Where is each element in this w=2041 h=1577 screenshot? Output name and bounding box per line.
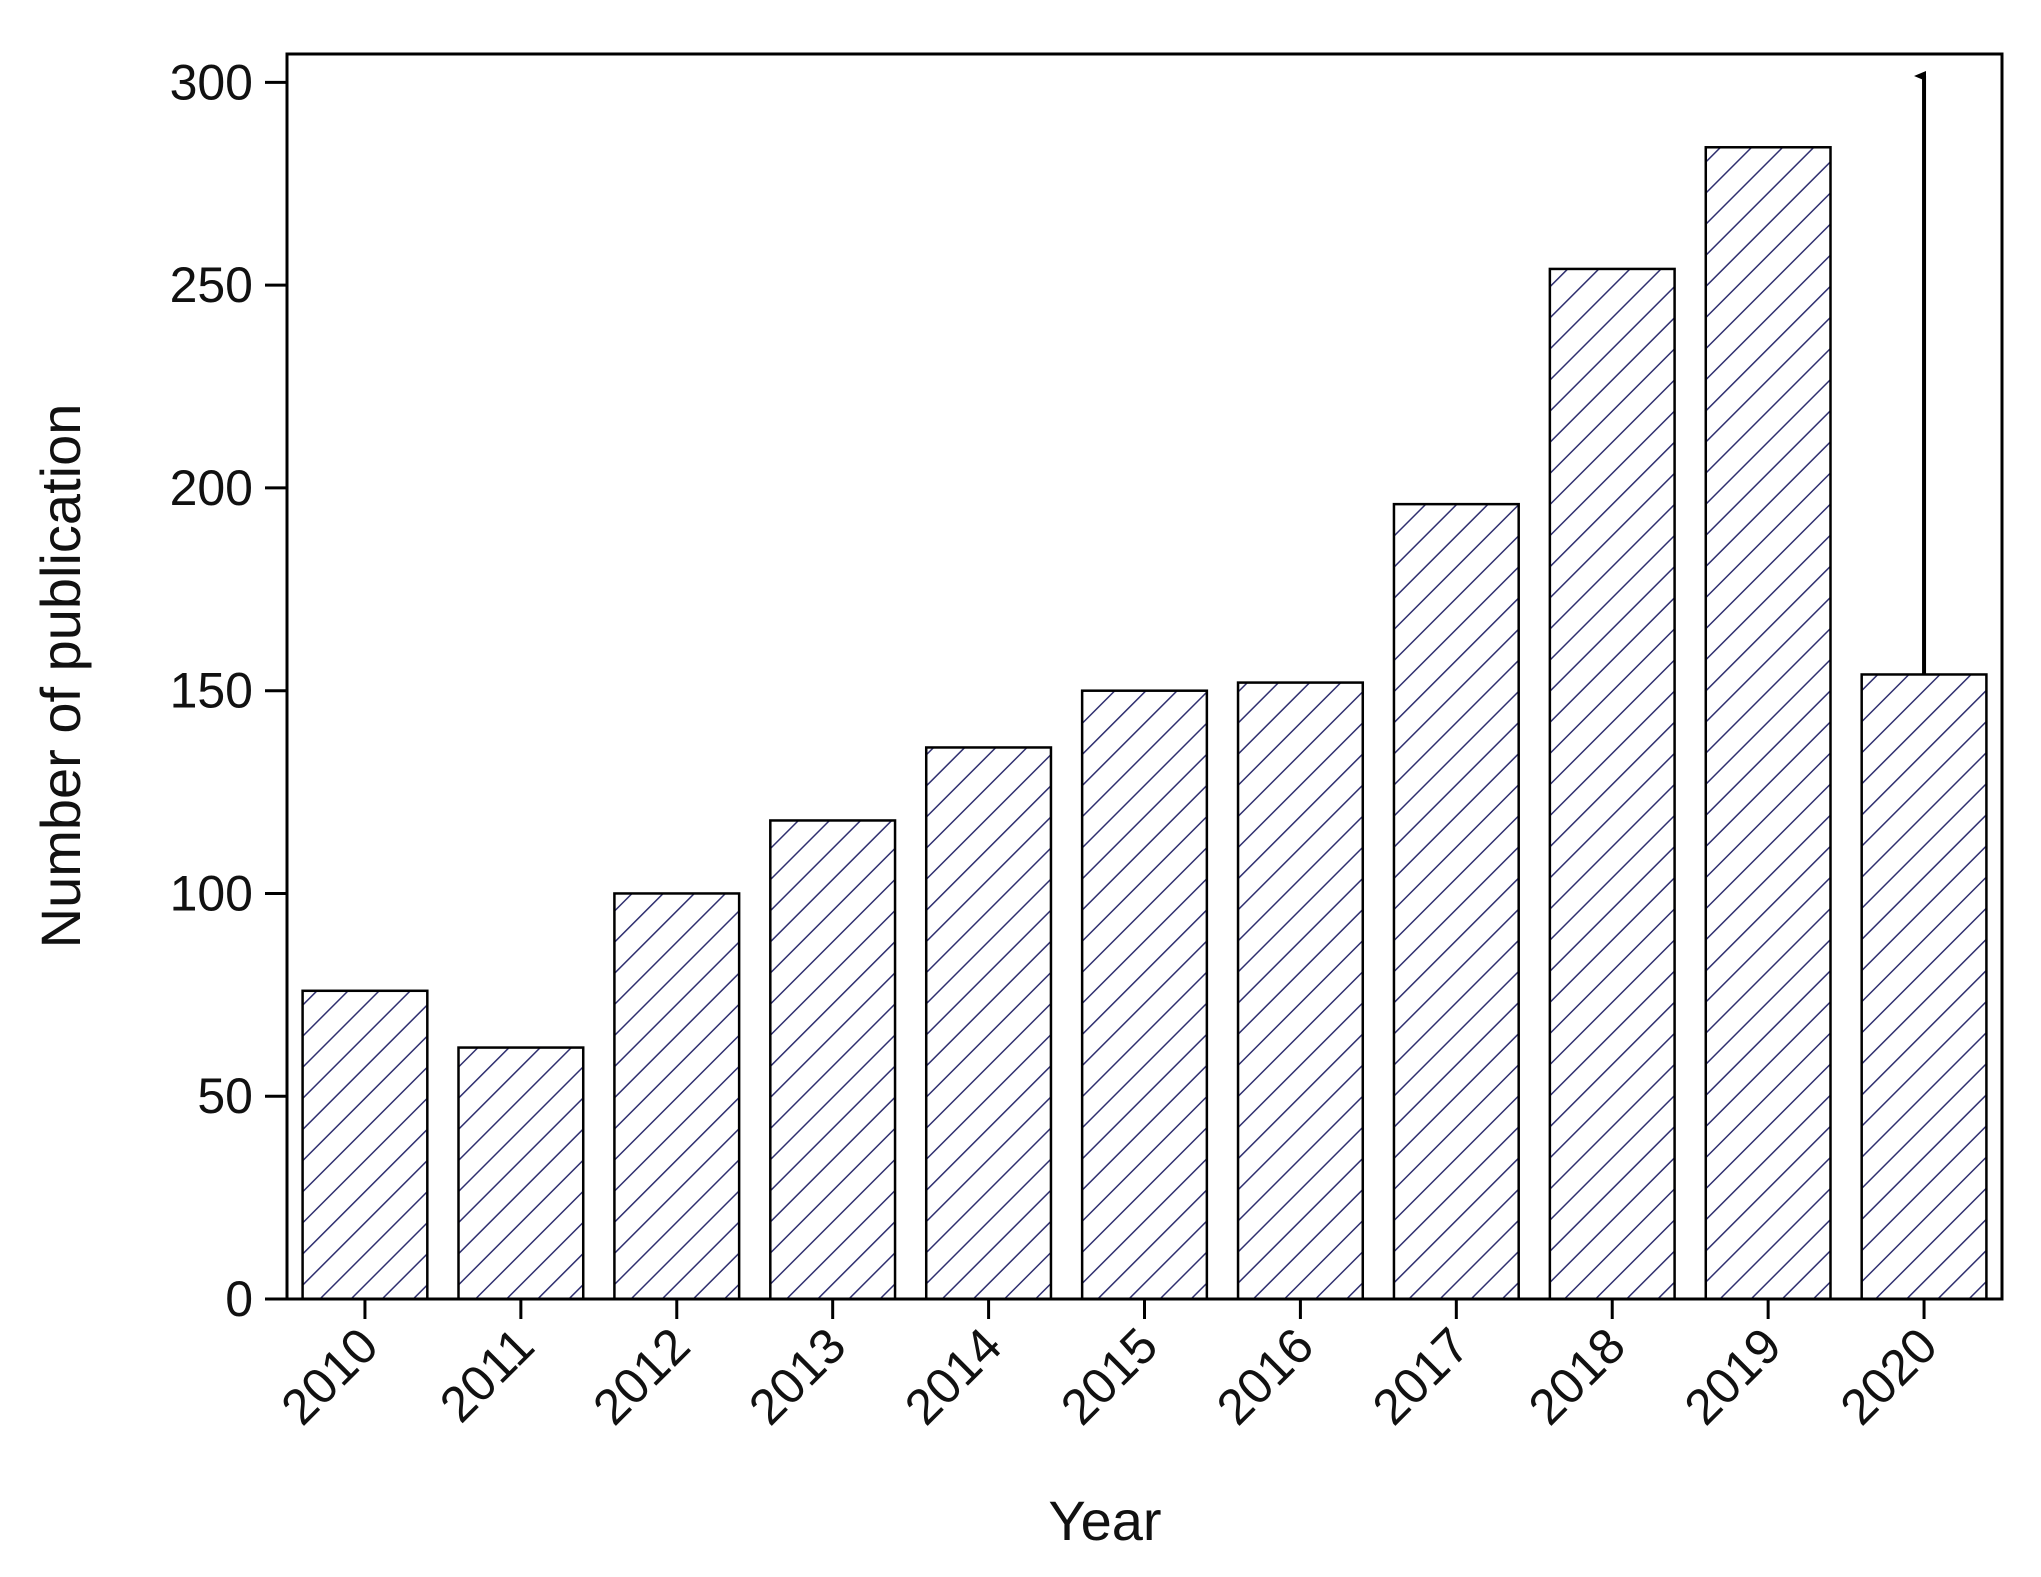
x-tick-label: 2015 bbox=[1050, 1317, 1168, 1435]
y-tick-label: 150 bbox=[170, 663, 253, 719]
x-tick-label: 2019 bbox=[1674, 1317, 1792, 1435]
x-tick-label: 2013 bbox=[738, 1317, 856, 1435]
y-tick-label: 250 bbox=[170, 257, 253, 313]
x-tick-label: 2018 bbox=[1518, 1317, 1636, 1435]
y-tick-label: 0 bbox=[225, 1271, 253, 1327]
bar bbox=[1392, 502, 1520, 1301]
x-tick-label: 2012 bbox=[582, 1317, 700, 1435]
y-tick-label: 100 bbox=[170, 865, 253, 921]
y-axis-label: Number of publication bbox=[29, 404, 92, 949]
bar bbox=[301, 989, 429, 1301]
bar bbox=[1704, 146, 1832, 1301]
bar bbox=[1080, 689, 1209, 1301]
bar bbox=[1860, 673, 1988, 1301]
bar bbox=[769, 819, 897, 1301]
bar bbox=[457, 1046, 585, 1301]
x-tick-label: 2017 bbox=[1362, 1317, 1480, 1435]
x-axis-label: Year bbox=[1048, 1489, 1161, 1552]
bar bbox=[924, 746, 1053, 1301]
x-tick-label: 2011 bbox=[429, 1317, 545, 1433]
y-tick-label: 50 bbox=[197, 1068, 253, 1124]
x-tick-label: 2014 bbox=[894, 1317, 1012, 1435]
y-tick-label: 200 bbox=[170, 460, 253, 516]
bar bbox=[1236, 681, 1365, 1301]
x-tick-label: 2016 bbox=[1206, 1317, 1324, 1435]
bar bbox=[613, 892, 741, 1301]
x-tick-label: 2010 bbox=[270, 1317, 388, 1435]
bar bbox=[1548, 267, 1676, 1301]
y-tick-label: 300 bbox=[170, 54, 253, 110]
plot-frame bbox=[285, 52, 2004, 1301]
x-tick-label: 2020 bbox=[1830, 1317, 1948, 1435]
